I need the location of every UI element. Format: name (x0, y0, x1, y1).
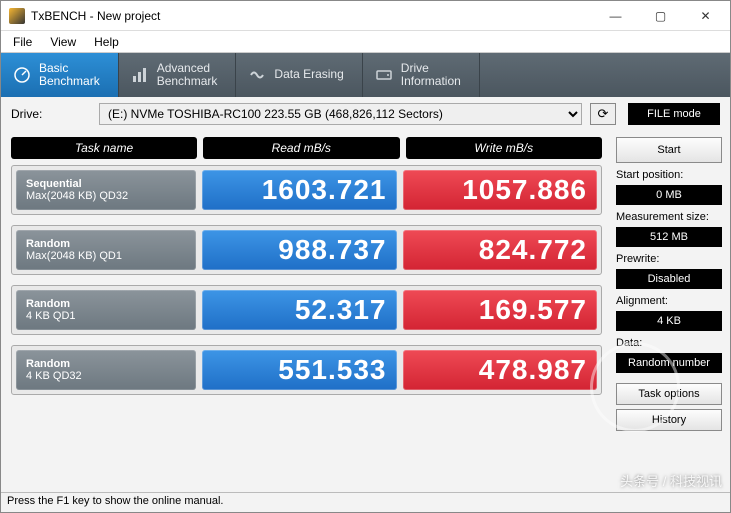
task-options-button[interactable]: Task options (616, 383, 722, 405)
app-icon (9, 8, 25, 24)
tab-label: Data Erasing (274, 68, 343, 81)
start-button[interactable]: Start (616, 137, 722, 163)
task-cell[interactable]: Random4 KB QD32 (16, 350, 196, 390)
measurement-size-label: Measurement size: (616, 211, 722, 223)
data-label: Data: (616, 337, 722, 349)
task-name: Random (26, 298, 186, 310)
tab-drive-information[interactable]: DriveInformation (363, 53, 480, 97)
tab-data-erasing[interactable]: Data Erasing (236, 53, 362, 97)
tabbar: BasicBenchmark AdvancedBenchmark Data Er… (1, 53, 730, 97)
erase-icon (248, 66, 266, 84)
menu-view[interactable]: View (42, 33, 84, 51)
titlebar: TxBENCH - New project — ▢ ✕ (1, 1, 730, 31)
task-detail: Max(2048 KB) QD1 (26, 250, 186, 262)
write-value: 169.577 (403, 290, 598, 330)
task-detail: Max(2048 KB) QD32 (26, 190, 186, 202)
tab-label: Benchmark (157, 75, 218, 88)
benchmark-row: Random4 KB QD152.317169.577 (11, 285, 602, 335)
benchmark-row: Random4 KB QD32551.533478.987 (11, 345, 602, 395)
start-position-label: Start position: (616, 169, 722, 181)
tab-label: Information (401, 75, 461, 88)
task-cell[interactable]: Random4 KB QD1 (16, 290, 196, 330)
task-name: Random (26, 238, 186, 250)
controls-panel: Start Start position: 0 MB Measurement s… (612, 131, 730, 492)
header-read: Read mB/s (203, 137, 400, 159)
drive-bar: Drive: (E:) NVMe TOSHIBA-RC100 223.55 GB… (1, 97, 730, 131)
history-button[interactable]: History (616, 409, 722, 431)
task-detail: 4 KB QD1 (26, 310, 186, 322)
read-value: 1603.721 (202, 170, 397, 210)
benchmark-row: RandomMax(2048 KB) QD1988.737824.772 (11, 225, 602, 275)
prewrite-value[interactable]: Disabled (616, 269, 722, 289)
task-detail: 4 KB QD32 (26, 370, 186, 382)
write-value: 1057.886 (403, 170, 598, 210)
write-value: 824.772 (403, 230, 598, 270)
benchmark-panel: Task name Read mB/s Write mB/s Sequentia… (1, 131, 612, 492)
measurement-size-value[interactable]: 512 MB (616, 227, 722, 247)
task-cell[interactable]: RandomMax(2048 KB) QD1 (16, 230, 196, 270)
tab-advanced-benchmark[interactable]: AdvancedBenchmark (119, 53, 237, 97)
refresh-button[interactable]: ⟳ (590, 103, 616, 125)
window-title: TxBENCH - New project (31, 9, 593, 23)
minimize-button[interactable]: — (593, 1, 638, 30)
read-value: 988.737 (202, 230, 397, 270)
drive-label: Drive: (11, 107, 91, 121)
benchmark-row: SequentialMax(2048 KB) QD321603.7211057.… (11, 165, 602, 215)
status-bar: Press the F1 key to show the online manu… (1, 492, 730, 512)
prewrite-label: Prewrite: (616, 253, 722, 265)
alignment-label: Alignment: (616, 295, 722, 307)
task-name: Sequential (26, 178, 186, 190)
menu-help[interactable]: Help (86, 33, 127, 51)
gauge-icon (13, 66, 31, 84)
bars-icon (131, 66, 149, 84)
drive-select[interactable]: (E:) NVMe TOSHIBA-RC100 223.55 GB (468,8… (99, 103, 582, 125)
close-button[interactable]: ✕ (683, 1, 728, 30)
alignment-value[interactable]: 4 KB (616, 311, 722, 331)
header-write: Write mB/s (406, 137, 603, 159)
menubar: File View Help (1, 31, 730, 53)
maximize-button[interactable]: ▢ (638, 1, 683, 30)
task-name: Random (26, 358, 186, 370)
header-task: Task name (11, 137, 197, 159)
start-position-value[interactable]: 0 MB (616, 185, 722, 205)
read-value: 52.317 (202, 290, 397, 330)
task-cell[interactable]: SequentialMax(2048 KB) QD32 (16, 170, 196, 210)
data-value[interactable]: Random number (616, 353, 722, 373)
tab-basic-benchmark[interactable]: BasicBenchmark (1, 53, 119, 97)
tab-label: Benchmark (39, 75, 100, 88)
menu-file[interactable]: File (5, 33, 40, 51)
drive-icon (375, 66, 393, 84)
file-mode-button[interactable]: FILE mode (628, 103, 720, 125)
write-value: 478.987 (403, 350, 598, 390)
read-value: 551.533 (202, 350, 397, 390)
